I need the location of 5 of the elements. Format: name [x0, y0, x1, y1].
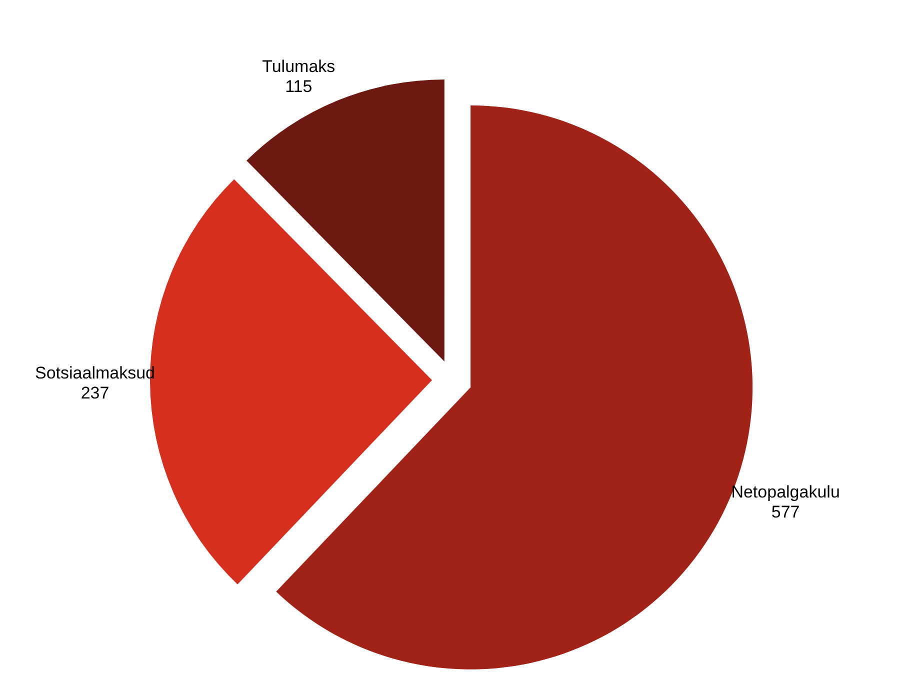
data-label: 115: [285, 76, 312, 96]
slice-label: Tulumaks: [262, 56, 336, 76]
slice-label: Netopalgakulu: [731, 482, 840, 502]
data-label: 237: [80, 383, 110, 402]
data-label: 577: [771, 502, 800, 522]
